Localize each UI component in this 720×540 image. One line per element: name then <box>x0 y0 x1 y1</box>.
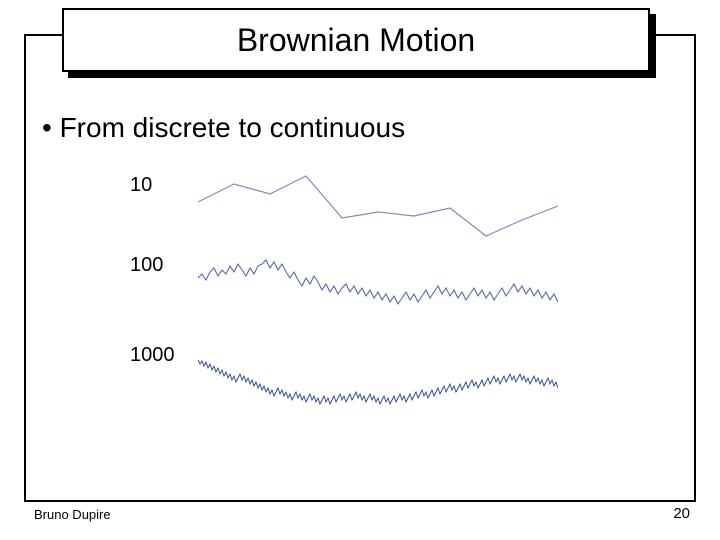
title-box: Brownian Motion <box>62 8 650 72</box>
random-walk-chart <box>198 250 558 330</box>
random-walk-line <box>198 360 558 404</box>
random-walk-line <box>198 176 558 236</box>
chart-label: 1000 <box>130 344 175 367</box>
chart-area: 10 100 1000 <box>130 168 570 448</box>
bullet-text: • From discrete to continuous <box>42 112 405 144</box>
slide: Brownian Motion • From discrete to conti… <box>0 0 720 540</box>
footer-page-number: 20 <box>673 505 690 522</box>
random-walk-line <box>198 260 558 304</box>
footer-author: Bruno Dupire <box>34 507 111 522</box>
chart-label: 100 <box>130 254 163 277</box>
random-walk-chart <box>198 170 558 250</box>
random-walk-chart <box>198 340 558 420</box>
chart-label: 10 <box>130 174 152 197</box>
slide-title: Brownian Motion <box>237 22 475 59</box>
